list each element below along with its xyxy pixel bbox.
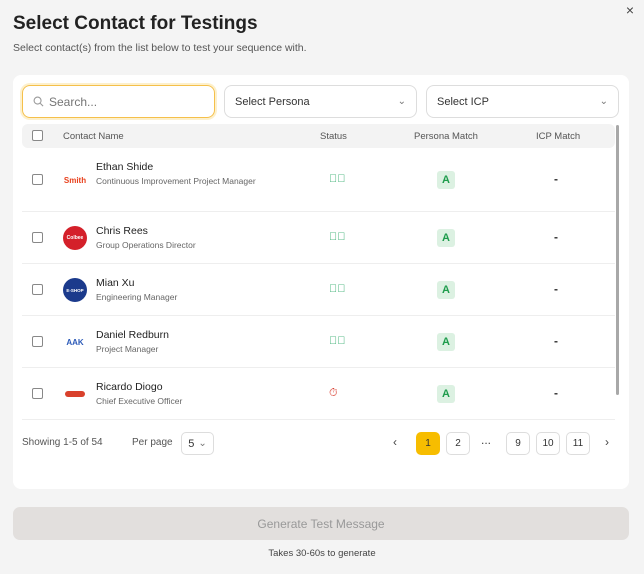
table-row[interactable]: Smith Ethan Shide Continuous Improvement…	[22, 148, 615, 212]
search-icon	[33, 96, 44, 107]
table-row[interactable]: Colbee Chris Rees Group Operations Direc…	[22, 212, 615, 264]
page-button[interactable]: 10	[536, 432, 560, 455]
persona-select[interactable]: Select Persona ⌄	[224, 85, 417, 118]
check-circle-icon: ✓⃝	[329, 173, 346, 185]
contact-table-card: Select Persona ⌄ Select ICP ⌄ Contact Name…	[13, 75, 629, 489]
contact-name: Chris Rees	[96, 225, 148, 237]
icp-match-value: -	[554, 230, 558, 244]
company-logo: Smith	[63, 168, 87, 192]
contact-name: Mian Xu	[96, 277, 135, 289]
showing-count: Showing 1-5 of 54	[22, 437, 103, 448]
per-page-select[interactable]: 5 ⌄	[181, 432, 214, 455]
contact-name: Ethan Shide	[96, 161, 154, 173]
contact-name: Ricardo Diogo	[96, 381, 163, 393]
page-subtitle: Select contact(s) from the list below to…	[13, 42, 307, 54]
per-page-value: 5	[188, 437, 195, 450]
persona-match-badge: A	[437, 333, 455, 351]
icp-match-value: -	[554, 172, 558, 186]
icp-select-label: Select ICP	[437, 95, 489, 108]
row-checkbox[interactable]	[32, 284, 43, 295]
company-logo: E-SHOP	[63, 278, 87, 302]
column-status: Status	[320, 131, 347, 142]
column-contact-name: Contact Name	[63, 131, 124, 142]
check-circle-icon: ✓⃝	[329, 231, 346, 243]
search-field[interactable]	[22, 85, 215, 118]
contact-title: Project Manager	[96, 344, 159, 354]
row-checkbox[interactable]	[32, 388, 43, 399]
generate-time-note: Takes 30-60s to generate	[268, 548, 376, 559]
close-icon[interactable]: ×	[625, 2, 634, 18]
chevron-down-icon: ⌄	[599, 96, 608, 107]
contact-title: Continuous Improvement Project Manager	[96, 176, 256, 186]
page-button[interactable]: 11	[566, 432, 590, 455]
table-row[interactable]: Ricardo Diogo Chief Executive Officer ⏱ …	[22, 368, 615, 420]
generate-test-message-button[interactable]: Generate Test Message	[13, 507, 629, 540]
persona-match-badge: A	[437, 171, 455, 189]
check-circle-icon: ✓⃝	[329, 335, 346, 347]
table-header: Contact Name Status Persona Match ICP Ma…	[22, 124, 615, 148]
company-logo	[63, 382, 87, 406]
page-button[interactable]: 9	[506, 432, 530, 455]
table-row[interactable]: E-SHOP Mian Xu Engineering Manager ✓⃝ A …	[22, 264, 615, 316]
column-icp-match: ICP Match	[536, 131, 581, 142]
chevron-down-icon: ⌄	[198, 438, 207, 449]
select-all-checkbox[interactable]	[32, 130, 43, 141]
contact-title: Group Operations Director	[96, 240, 196, 250]
persona-select-label: Select Persona	[235, 95, 310, 108]
persona-match-badge: A	[437, 229, 455, 247]
chevron-down-icon: ⌄	[397, 96, 406, 107]
timer-icon: ⏱	[329, 387, 338, 399]
icp-match-value: -	[554, 334, 558, 348]
prev-page-icon[interactable]: ‹	[393, 435, 397, 449]
check-circle-icon: ✓⃝	[329, 283, 346, 295]
table-row[interactable]: AAK Daniel Redburn Project Manager ✓⃝ A …	[22, 316, 615, 368]
contact-name: Daniel Redburn	[96, 329, 169, 341]
persona-match-badge: A	[437, 385, 455, 403]
pagination-ellipsis: ...	[481, 433, 492, 447]
icp-match-value: -	[554, 386, 558, 400]
contact-title: Engineering Manager	[96, 292, 178, 302]
page-title: Select Contact for Testings	[13, 13, 258, 34]
company-logo: AAK	[63, 330, 87, 354]
icp-select[interactable]: Select ICP ⌄	[426, 85, 619, 118]
persona-match-badge: A	[437, 281, 455, 299]
row-checkbox[interactable]	[32, 336, 43, 347]
scrollbar[interactable]	[616, 125, 619, 395]
column-persona-match: Persona Match	[414, 131, 478, 142]
row-checkbox[interactable]	[32, 232, 43, 243]
page-button[interactable]: 2	[446, 432, 470, 455]
page-button[interactable]: 1	[416, 432, 440, 455]
next-page-icon[interactable]: ›	[605, 435, 609, 449]
icp-match-value: -	[554, 282, 558, 296]
contact-title: Chief Executive Officer	[96, 396, 183, 406]
search-input[interactable]	[49, 94, 199, 109]
row-checkbox[interactable]	[32, 174, 43, 185]
per-page-label: Per page	[132, 437, 173, 448]
company-logo: Colbee	[63, 226, 87, 250]
